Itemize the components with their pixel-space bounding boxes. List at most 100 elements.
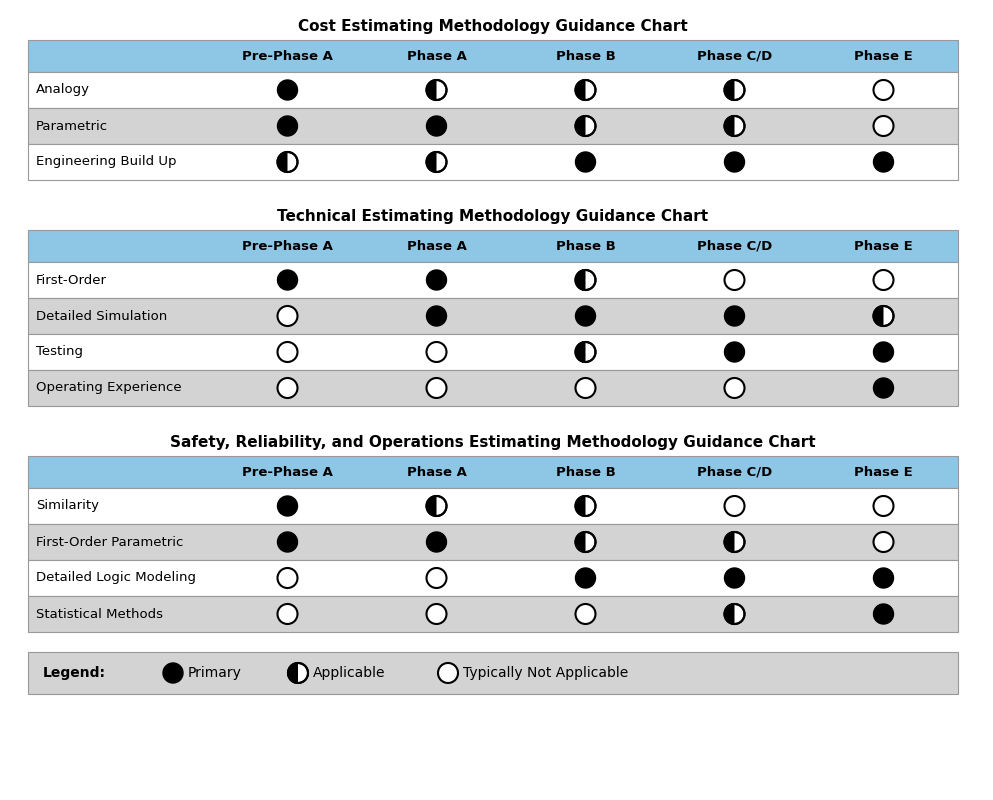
Text: Operating Experience: Operating Experience bbox=[36, 382, 182, 394]
Circle shape bbox=[725, 270, 745, 290]
Circle shape bbox=[277, 152, 298, 172]
Wedge shape bbox=[576, 80, 586, 100]
Text: Phase A: Phase A bbox=[406, 466, 467, 478]
Text: Engineering Build Up: Engineering Build Up bbox=[36, 155, 177, 169]
Wedge shape bbox=[874, 306, 884, 326]
Circle shape bbox=[725, 378, 745, 398]
Text: Parametric: Parametric bbox=[36, 119, 108, 133]
Circle shape bbox=[427, 152, 447, 172]
Wedge shape bbox=[277, 152, 288, 172]
Circle shape bbox=[427, 116, 447, 136]
Text: Detailed Simulation: Detailed Simulation bbox=[36, 310, 167, 322]
Circle shape bbox=[576, 532, 596, 552]
Circle shape bbox=[874, 152, 894, 172]
Circle shape bbox=[427, 306, 447, 326]
Wedge shape bbox=[576, 270, 586, 290]
Text: Similarity: Similarity bbox=[36, 499, 99, 513]
Wedge shape bbox=[576, 342, 586, 362]
Text: Phase E: Phase E bbox=[854, 466, 913, 478]
Circle shape bbox=[427, 496, 447, 516]
Text: Phase C/D: Phase C/D bbox=[697, 50, 773, 62]
Text: First-Order Parametric: First-Order Parametric bbox=[36, 535, 184, 549]
Wedge shape bbox=[725, 532, 735, 552]
Circle shape bbox=[874, 532, 894, 552]
Circle shape bbox=[277, 568, 298, 588]
Circle shape bbox=[163, 663, 183, 683]
Circle shape bbox=[874, 116, 894, 136]
Wedge shape bbox=[576, 496, 586, 516]
Text: Phase B: Phase B bbox=[556, 466, 616, 478]
Text: Safety, Reliability, and Operations Estimating Methodology Guidance Chart: Safety, Reliability, and Operations Esti… bbox=[170, 434, 816, 450]
Circle shape bbox=[874, 80, 894, 100]
Circle shape bbox=[725, 604, 745, 624]
Text: Typically Not Applicable: Typically Not Applicable bbox=[463, 666, 629, 680]
Circle shape bbox=[576, 568, 596, 588]
Text: Phase C/D: Phase C/D bbox=[697, 466, 773, 478]
Circle shape bbox=[576, 152, 596, 172]
Bar bbox=[28, 230, 958, 262]
Circle shape bbox=[427, 80, 447, 100]
Text: Phase C/D: Phase C/D bbox=[697, 239, 773, 253]
Text: Pre-Phase A: Pre-Phase A bbox=[242, 239, 333, 253]
Bar bbox=[28, 108, 958, 144]
Circle shape bbox=[576, 80, 596, 100]
Circle shape bbox=[874, 306, 894, 326]
Text: Testing: Testing bbox=[36, 346, 83, 358]
Circle shape bbox=[874, 342, 894, 362]
Wedge shape bbox=[725, 80, 735, 100]
Text: Legend:: Legend: bbox=[43, 666, 106, 680]
Circle shape bbox=[277, 80, 298, 100]
Bar bbox=[28, 456, 958, 488]
Bar bbox=[28, 596, 958, 632]
Circle shape bbox=[725, 342, 745, 362]
Circle shape bbox=[576, 306, 596, 326]
Circle shape bbox=[874, 604, 894, 624]
Wedge shape bbox=[725, 604, 735, 624]
Bar bbox=[28, 488, 958, 524]
Circle shape bbox=[725, 80, 745, 100]
Circle shape bbox=[427, 568, 447, 588]
Circle shape bbox=[725, 152, 745, 172]
Text: Pre-Phase A: Pre-Phase A bbox=[242, 466, 333, 478]
Circle shape bbox=[576, 496, 596, 516]
Bar bbox=[28, 40, 958, 72]
Text: Detailed Logic Modeling: Detailed Logic Modeling bbox=[36, 571, 196, 585]
Text: First-Order: First-Order bbox=[36, 274, 107, 286]
Circle shape bbox=[277, 306, 298, 326]
Circle shape bbox=[277, 116, 298, 136]
Bar bbox=[28, 144, 958, 180]
Wedge shape bbox=[427, 80, 437, 100]
Circle shape bbox=[576, 270, 596, 290]
Circle shape bbox=[725, 496, 745, 516]
Text: Phase B: Phase B bbox=[556, 239, 616, 253]
Circle shape bbox=[576, 378, 596, 398]
Circle shape bbox=[874, 568, 894, 588]
Circle shape bbox=[725, 306, 745, 326]
Circle shape bbox=[725, 568, 745, 588]
Circle shape bbox=[277, 604, 298, 624]
Text: Analogy: Analogy bbox=[36, 83, 90, 97]
Circle shape bbox=[874, 378, 894, 398]
Circle shape bbox=[277, 378, 298, 398]
Bar bbox=[28, 72, 958, 108]
Circle shape bbox=[427, 270, 447, 290]
Wedge shape bbox=[725, 116, 735, 136]
Circle shape bbox=[288, 663, 308, 683]
Circle shape bbox=[576, 604, 596, 624]
Circle shape bbox=[725, 116, 745, 136]
Text: Phase B: Phase B bbox=[556, 50, 616, 62]
Bar bbox=[28, 370, 958, 406]
Wedge shape bbox=[576, 532, 586, 552]
Circle shape bbox=[277, 532, 298, 552]
Text: Phase A: Phase A bbox=[406, 239, 467, 253]
Text: Cost Estimating Methodology Guidance Chart: Cost Estimating Methodology Guidance Cha… bbox=[298, 18, 688, 34]
Circle shape bbox=[874, 270, 894, 290]
Wedge shape bbox=[427, 152, 437, 172]
Text: Phase A: Phase A bbox=[406, 50, 467, 62]
Circle shape bbox=[427, 342, 447, 362]
Wedge shape bbox=[427, 496, 437, 516]
Text: Pre-Phase A: Pre-Phase A bbox=[242, 50, 333, 62]
Text: Applicable: Applicable bbox=[313, 666, 385, 680]
Wedge shape bbox=[576, 116, 586, 136]
Circle shape bbox=[725, 532, 745, 552]
